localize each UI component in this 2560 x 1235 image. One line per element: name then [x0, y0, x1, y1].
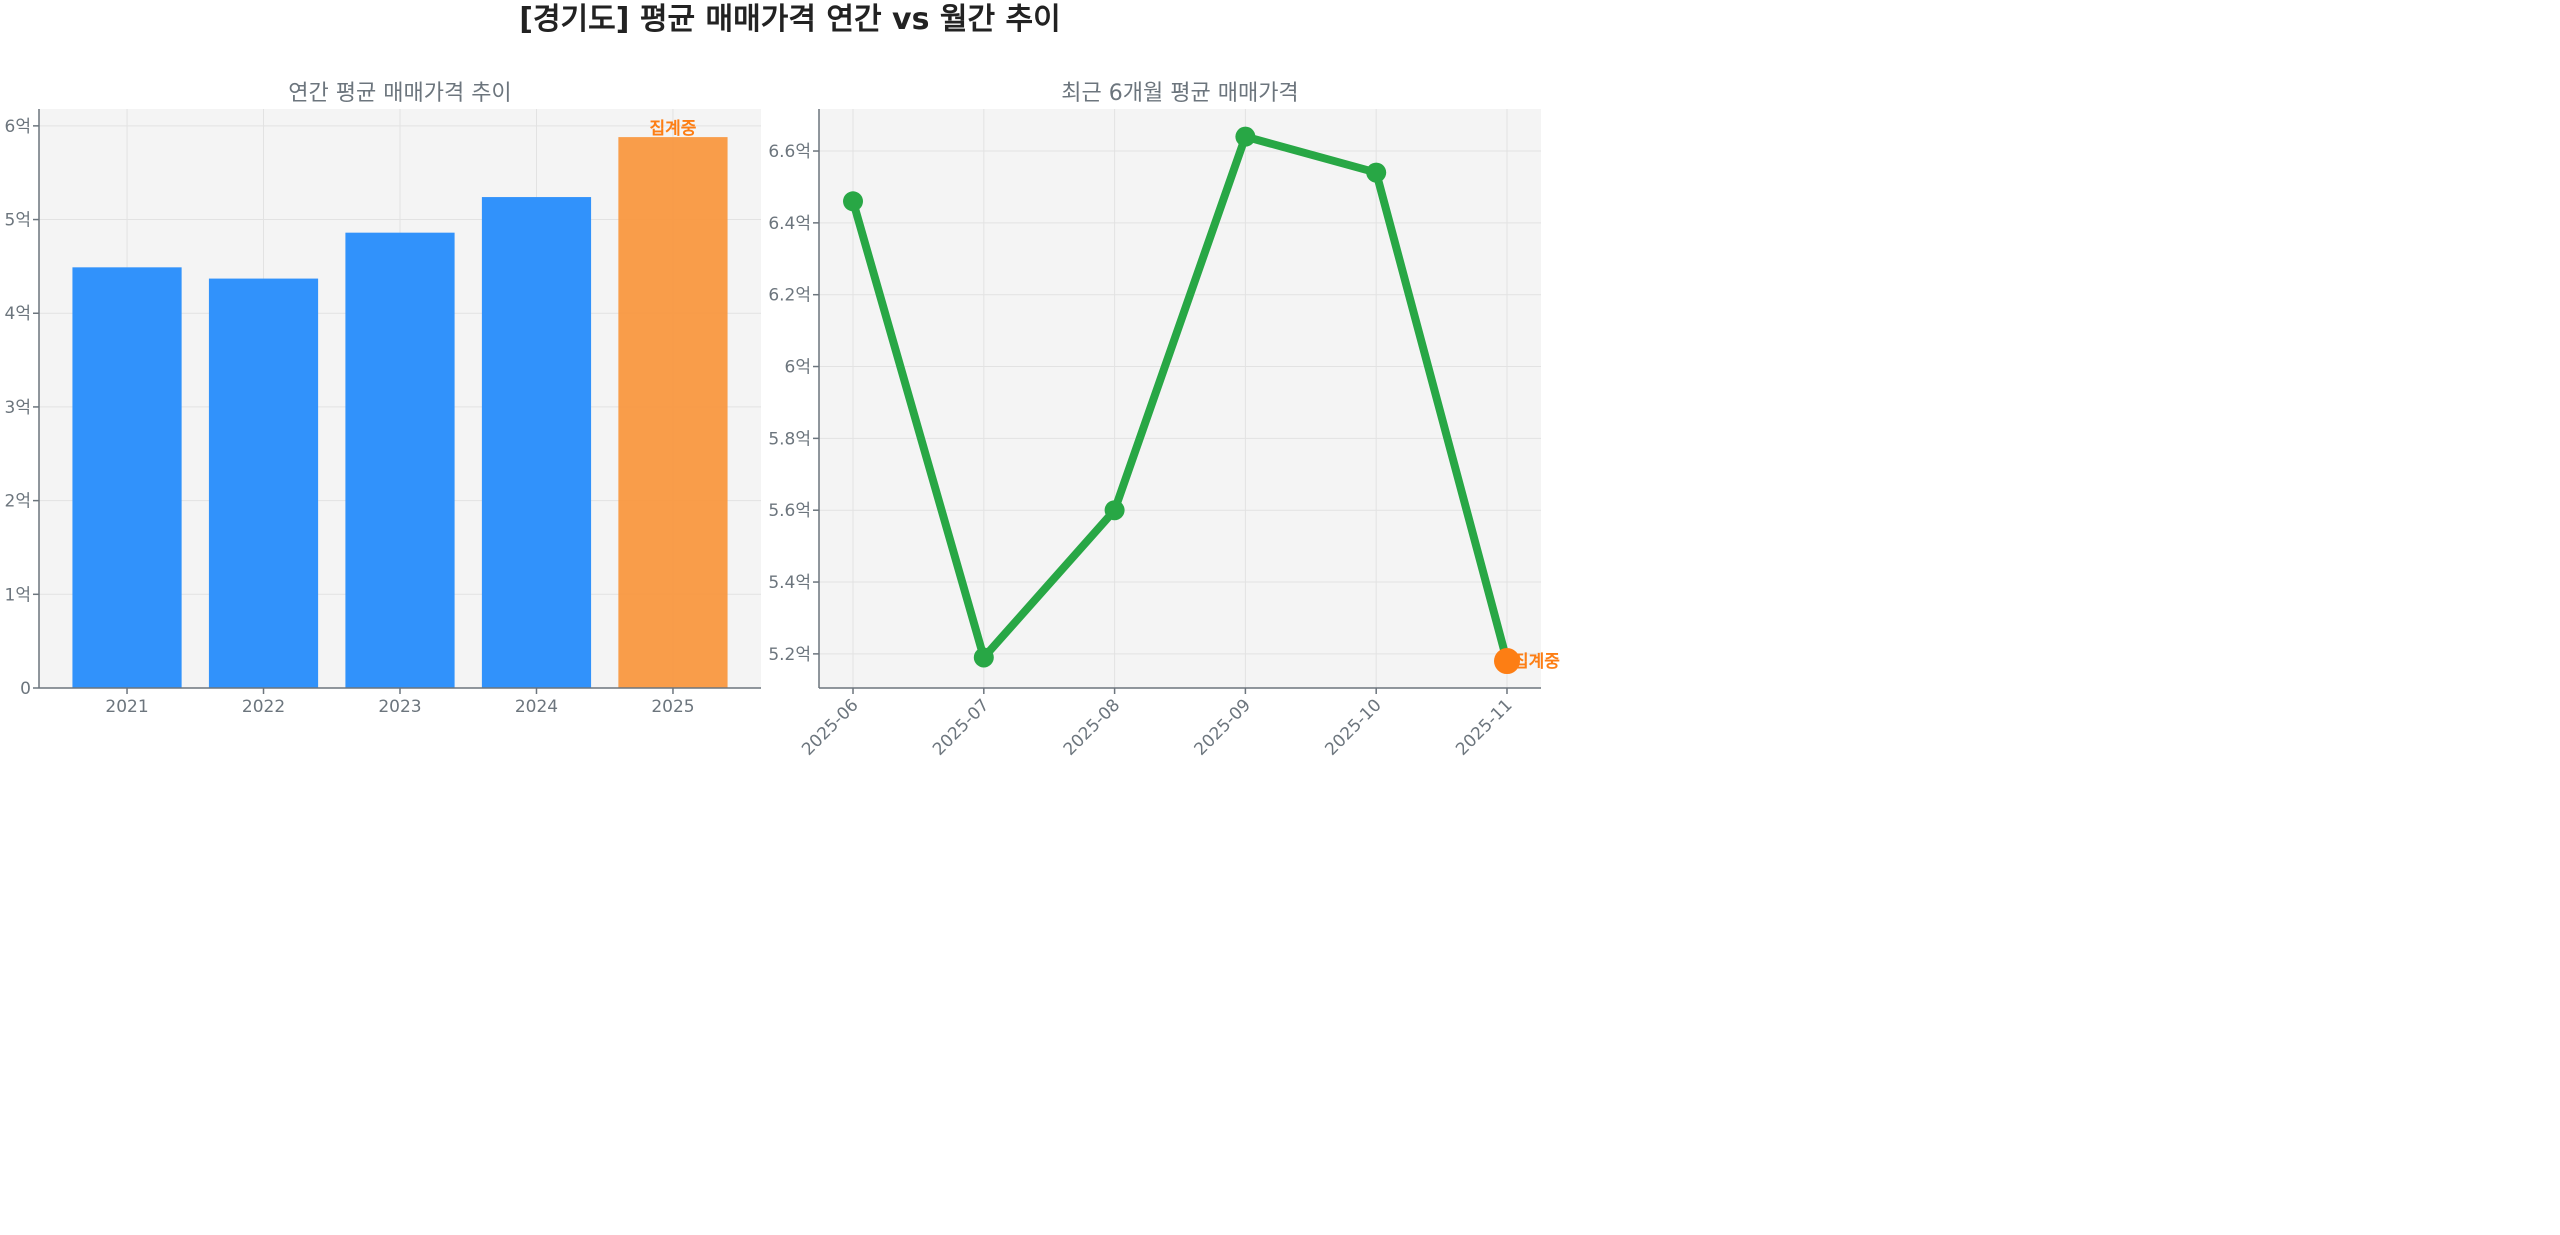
monthly-title: 최근 6개월 평균 매매가격: [1061, 81, 1298, 106]
monthly-ytick-label: 6.6억: [768, 142, 811, 162]
bar-2023: [345, 232, 455, 688]
bar-2021: [72, 267, 182, 688]
annual-xtick-label: 2025: [651, 697, 694, 717]
monthly-ytick-label: 6.4억: [768, 214, 811, 234]
point-2025-08: [1104, 500, 1125, 521]
bar-2022: [208, 278, 319, 688]
monthly-xtick-label: 2025-06: [798, 695, 862, 759]
annual-ytick-label: 3억: [5, 398, 31, 418]
monthly-plot-area: [819, 109, 1541, 688]
monthly-xtick-label: 2025-10: [1321, 695, 1385, 759]
monthly-ytick-label: 5.6억: [768, 501, 811, 521]
monthly-panel: 5.2억 5.4억 5.6억 5.8억 6억 6.2억 6.4억 6.6억 2025-06 202…: [768, 81, 1560, 760]
annual-xtick-label: 2021: [105, 697, 148, 717]
annual-xtick-label: 2023: [378, 697, 421, 717]
annual-title: 연간 평균 매매가격 추이: [288, 81, 511, 106]
monthly-xtick-label: 2025-07: [929, 695, 993, 759]
monthly-xtick-label: 2025-08: [1060, 695, 1124, 759]
point-2025-10: [1366, 162, 1387, 183]
point-2025-07: [973, 647, 994, 668]
point-2025-06: [843, 191, 864, 212]
monthly-ytick-label: 6억: [785, 358, 811, 378]
annual-xtick-label: 2022: [242, 697, 285, 717]
point-2025-11: [1493, 648, 1520, 675]
bar-2024: [481, 197, 592, 688]
annual-xtick-label: 2024: [515, 697, 558, 717]
annual-ytick-label: 2억: [5, 492, 31, 512]
series-line: [849, 132, 1511, 663]
annual-panel: 0 1억 2억 3억 4억 5억 6억 2021 2022 2023 2024 2025 집계중 연간 평…: [5, 81, 761, 717]
monthly-xtick-label: 2025-09: [1191, 695, 1255, 759]
monthly-ytick-label: 5.8억: [768, 429, 811, 449]
annual-annotation: 집계중: [650, 119, 697, 139]
monthly-annotation: 집계중: [1513, 652, 1560, 672]
annual-ytick-label: 1억: [5, 585, 31, 605]
monthly-ytick-label: 5.4억: [768, 573, 811, 593]
point-2025-09: [1235, 126, 1256, 147]
annual-ytick-label: 6억: [5, 117, 31, 137]
monthly-ytick-label: 5.2억: [768, 645, 811, 665]
annual-ytick-label: 0: [20, 679, 31, 699]
figure-title: [경기도] 평균 매매가격 연간 vs 월간 추이: [519, 2, 1061, 37]
monthly-xtick-label: 2025-11: [1452, 695, 1516, 759]
annual-ytick-label: 4억: [5, 304, 31, 324]
monthly-ytick-label: 6.2억: [768, 286, 811, 306]
bar-2025: [618, 137, 728, 688]
annual-ytick-label: 5억: [5, 211, 31, 231]
